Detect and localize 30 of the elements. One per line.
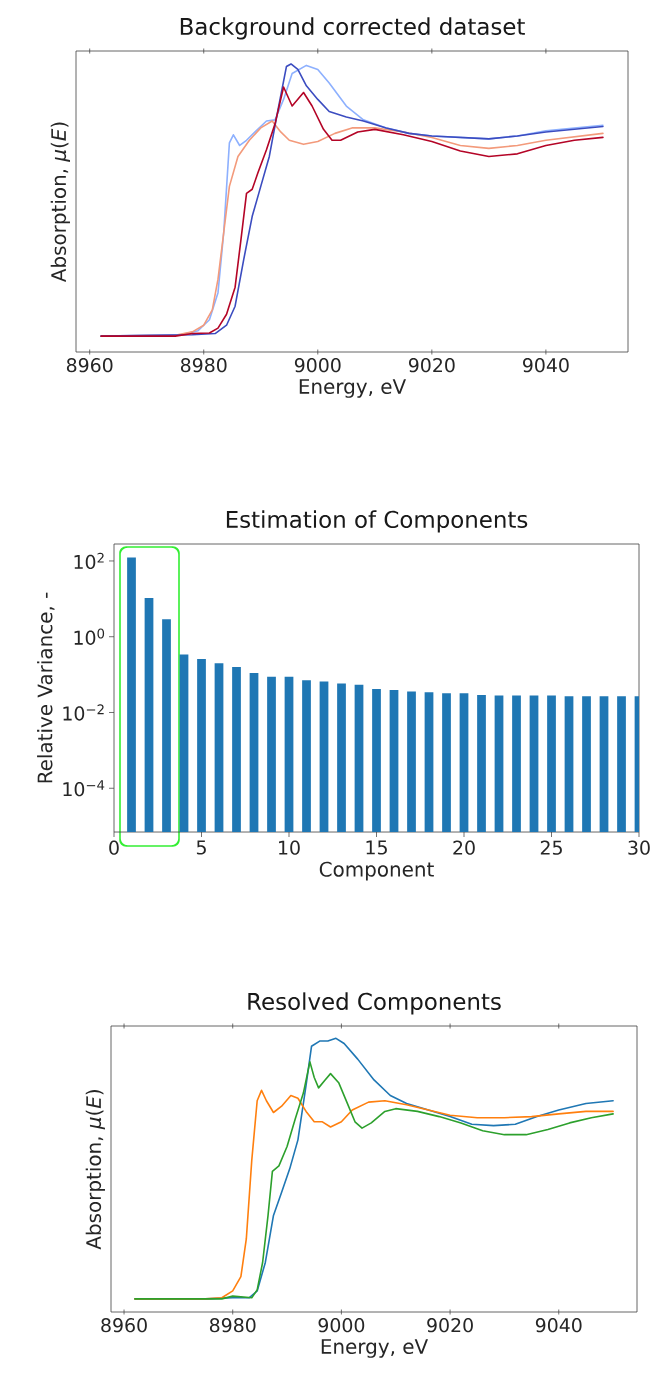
x-tick-label: 8960 bbox=[66, 358, 113, 373]
x-tick-label: 8980 bbox=[180, 358, 227, 373]
y-axis-title: Relative Variance, - bbox=[37, 592, 55, 783]
x-axis-title: Energy, eV bbox=[299, 379, 406, 398]
x-tick-label: 9000 bbox=[318, 1318, 365, 1333]
x-tick-label: 25 bbox=[540, 840, 562, 855]
x-tick-label: 9040 bbox=[522, 358, 569, 373]
x-tick-label: 8960 bbox=[101, 1318, 147, 1333]
y-axis-title: Absorption, μ(E) bbox=[85, 1090, 105, 1250]
x-tick-label: 30 bbox=[628, 840, 650, 855]
y-tick-label: 10$^{−2}$ bbox=[63, 704, 104, 721]
x-tick-label: 9020 bbox=[408, 358, 455, 373]
x-tick-label: 15 bbox=[366, 840, 387, 855]
y-axis-title: Absorption, μ(E) bbox=[50, 122, 70, 283]
x-axis-title: Energy, eV bbox=[321, 1339, 428, 1358]
x-tick-label: 9040 bbox=[535, 1318, 582, 1333]
y-tick-label: 10$^{−4}$ bbox=[63, 780, 105, 797]
x-tick-label: 0 bbox=[109, 840, 119, 855]
y-tick-label: 10$^{2}$ bbox=[74, 552, 104, 570]
chart-title: Resolved Components bbox=[248, 992, 501, 1015]
chart-title: Background corrected dataset bbox=[180, 17, 525, 40]
x-tick-label: 8980 bbox=[209, 1318, 256, 1333]
y-tick-label: 10$^{0}$ bbox=[74, 628, 105, 645]
x-tick-label: 10 bbox=[279, 840, 300, 855]
chart-title: Estimation of Components bbox=[226, 510, 528, 533]
x-axis-title: Component bbox=[319, 861, 434, 881]
x-tick-label: 9000 bbox=[294, 358, 341, 373]
x-tick-label: 20 bbox=[453, 840, 475, 855]
x-tick-label: 5 bbox=[196, 840, 206, 855]
x-tick-label: 9020 bbox=[427, 1318, 473, 1333]
